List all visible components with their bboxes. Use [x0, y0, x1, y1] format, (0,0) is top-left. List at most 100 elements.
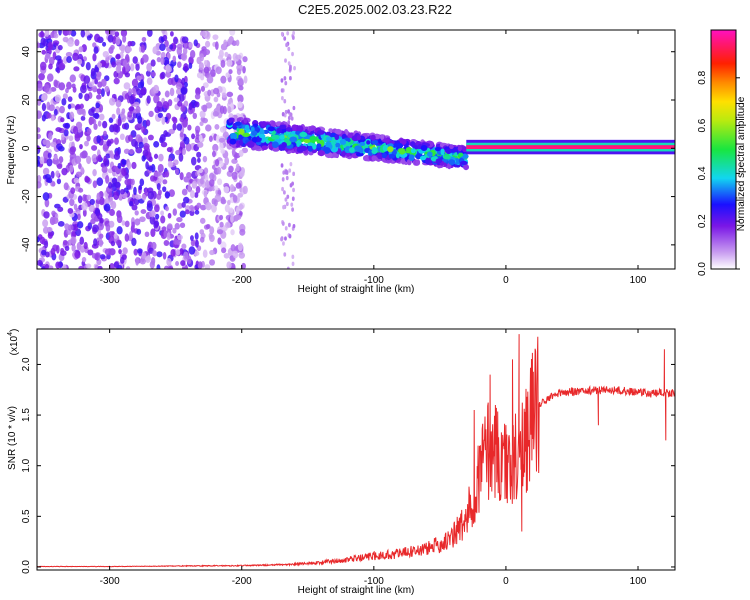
noise-cell [47, 152, 52, 159]
noise-cell [179, 93, 185, 102]
band-cell [380, 134, 385, 140]
noise-cell [242, 56, 248, 63]
noise-cell [41, 49, 47, 55]
noise-cell [59, 105, 65, 114]
noise-cell [46, 177, 53, 184]
noise-cell [90, 218, 96, 225]
noise-cell [200, 85, 206, 92]
noise-cell [93, 112, 100, 120]
noise-cell [43, 84, 50, 93]
stripe-cell [282, 205, 285, 210]
noise-cell [217, 166, 222, 175]
noise-cell [75, 103, 82, 110]
noise-cell [195, 87, 201, 96]
noise-cell [205, 202, 212, 211]
noise-cell [41, 94, 47, 101]
noise-cell [161, 30, 166, 34]
noise-cell [188, 42, 193, 49]
band-cell [267, 126, 275, 132]
noise-cell [162, 101, 169, 109]
noise-cell [37, 42, 41, 49]
noise-cell [100, 78, 107, 87]
noise-cell [70, 187, 76, 194]
noise-cell [147, 134, 154, 141]
band-cell [451, 147, 459, 153]
stripe-cell [293, 66, 296, 71]
noise-cell [228, 69, 233, 75]
noise-cell [40, 37, 46, 46]
snr-x-tick-label: 100 [630, 576, 647, 587]
noise-cell [101, 166, 108, 173]
noise-cell [133, 186, 137, 196]
noise-cell [231, 40, 237, 47]
band-cell [303, 138, 311, 143]
noise-cell [124, 72, 131, 78]
noise-cell [165, 206, 170, 212]
noise-cell [79, 236, 85, 245]
noise-cell [150, 59, 156, 67]
noise-cell [127, 111, 133, 118]
noise-cell [150, 175, 155, 182]
noise-cell [39, 236, 46, 245]
stripe-cell [292, 187, 295, 193]
noise-cell [84, 140, 89, 147]
band-cell [443, 155, 451, 160]
band-cell [371, 139, 379, 145]
noise-cell [46, 73, 54, 82]
chart-title: C2E5.2025.002.03.23.R22 [298, 2, 452, 17]
noise-cell [149, 260, 155, 269]
noise-cell [146, 30, 153, 37]
stripe-cell [285, 42, 289, 48]
noise-cell [219, 221, 224, 228]
band-cell [290, 130, 297, 136]
spectrogram-x-ticks: -300 -200 -100 0 100 [100, 30, 647, 286]
noise-cell [229, 184, 235, 193]
stripe-cell [281, 177, 285, 182]
snr-x-tick-label: -300 [100, 576, 120, 587]
noise-cell [121, 66, 126, 75]
noise-cell [106, 140, 112, 147]
noise-cell [172, 227, 177, 234]
noise-cell [215, 41, 219, 50]
band-cell [371, 155, 377, 161]
noise-cell [173, 97, 180, 103]
noise-cell [152, 46, 158, 55]
noise-cell [76, 107, 84, 116]
noise-cell [217, 54, 224, 60]
noise-cell [214, 185, 219, 191]
noise-cell [125, 266, 131, 269]
noise-cell [129, 95, 135, 105]
noise-cell [98, 238, 104, 248]
band-cell [410, 141, 416, 148]
noise-cell [166, 65, 172, 73]
stripe-cell [280, 237, 283, 242]
noise-cell [223, 252, 230, 259]
noise-cell [37, 133, 42, 140]
stripe-cell [282, 241, 285, 246]
noise-cell [67, 207, 74, 214]
noise-cell [86, 194, 92, 201]
noise-cell [111, 113, 116, 120]
band-cell [435, 158, 443, 164]
noise-cell [115, 53, 121, 60]
noise-cell [242, 185, 248, 195]
stripe-cell [292, 30, 296, 36]
noise-cell [172, 55, 177, 63]
noise-cell [53, 33, 59, 39]
stripe-cell [287, 109, 290, 114]
noise-cell [64, 223, 70, 230]
noise-cell [97, 221, 104, 231]
noise-cell [128, 134, 133, 142]
noise-cell [104, 30, 110, 35]
noise-cell [84, 93, 90, 102]
noise-cell [150, 71, 156, 77]
noise-cell [128, 201, 134, 207]
noise-cell [205, 102, 213, 109]
noise-cell [67, 40, 74, 47]
noise-cell [155, 213, 160, 220]
colorbar: 0.0 0.2 0.4 0.6 0.8 Normalized spectral ampl… [697, 29, 747, 276]
noise-cell [223, 39, 228, 47]
band-cell [311, 148, 318, 154]
noise-cell [202, 104, 208, 113]
band-cell [228, 118, 233, 124]
